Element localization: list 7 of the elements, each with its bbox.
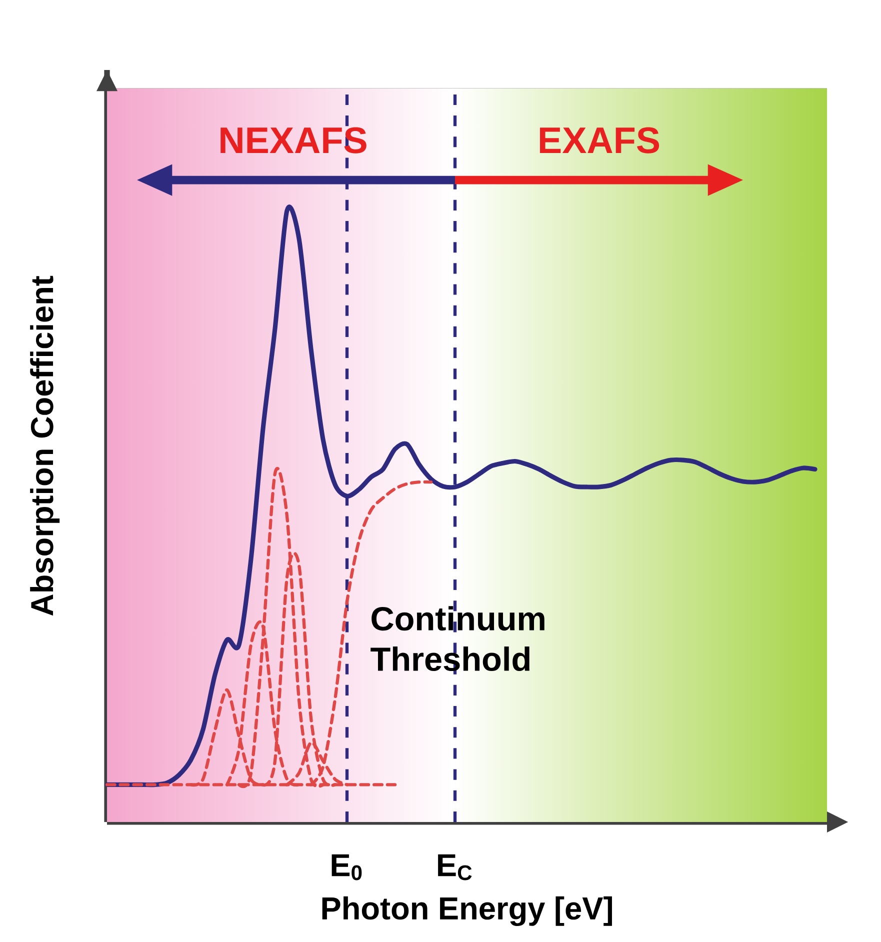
x-tick-label: E$_{C}$ xyxy=(438,854,472,880)
text: EXAFS xyxy=(540,127,660,154)
x-axis-title: Photon Energy [eV] xyxy=(322,896,612,926)
y-axis-title: Absorption Coefficient xyxy=(30,276,60,616)
annotation: Continuum Threshold xyxy=(370,606,544,672)
x-tick-label: E$_{0}$ xyxy=(332,854,362,880)
text: NEXAFS xyxy=(220,127,366,154)
